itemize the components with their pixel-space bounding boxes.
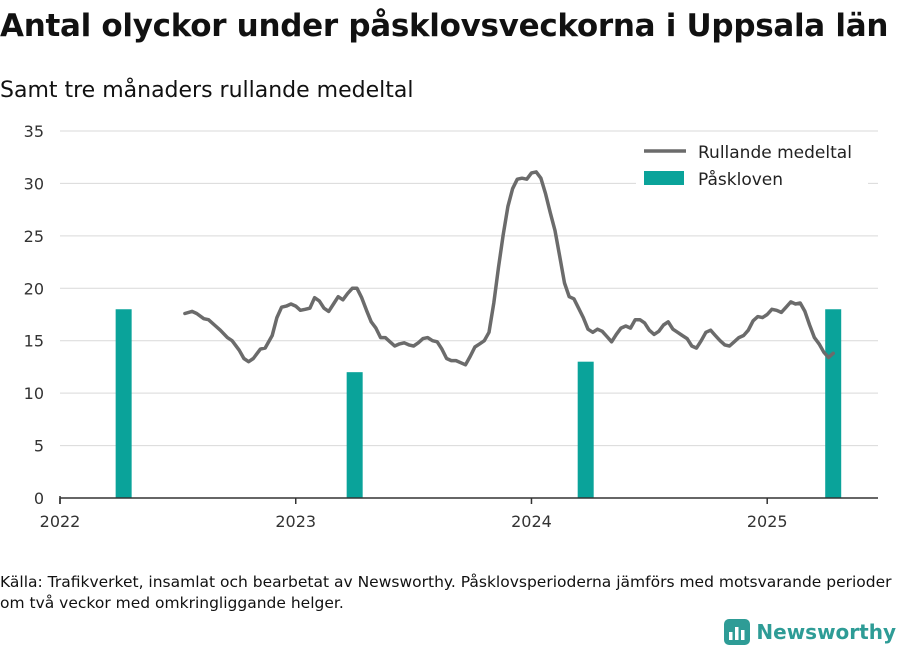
chart-subtitle: Samt tre månaders rullande medeltal bbox=[0, 78, 414, 103]
y-tick-label: 20 bbox=[24, 279, 44, 298]
x-tick-label: 2024 bbox=[511, 512, 552, 531]
bar-series bbox=[115, 309, 842, 498]
legend-bar-swatch bbox=[644, 171, 684, 185]
x-tick-label: 2022 bbox=[40, 512, 81, 531]
y-tick-label: 30 bbox=[24, 174, 44, 193]
x-tick-label: 2023 bbox=[275, 512, 316, 531]
x-tick-label: 2025 bbox=[747, 512, 788, 531]
source-note: Källa: Trafikverket, insamlat och bearbe… bbox=[0, 573, 892, 612]
y-tick-label: 35 bbox=[24, 122, 44, 141]
bar bbox=[577, 361, 594, 498]
y-tick-label: 0 bbox=[34, 489, 44, 508]
legend: Rullande medeltal Påskloven bbox=[636, 140, 868, 192]
y-tick-label: 5 bbox=[34, 437, 44, 456]
legend-label-rolling: Rullande medeltal bbox=[698, 143, 852, 163]
y-tick-label: 15 bbox=[24, 332, 44, 351]
brand-logo[interactable]: Newsworthy bbox=[724, 619, 896, 645]
y-axis-ticks: 0 5 10 15 20 25 30 35 bbox=[24, 122, 44, 508]
bar bbox=[115, 309, 132, 498]
legend-label-easter: Påskloven bbox=[698, 169, 783, 190]
chart-title: Antal olyckor under påsklovsveckorna i U… bbox=[0, 8, 889, 44]
y-tick-label: 25 bbox=[24, 227, 44, 246]
brand-name: Newsworthy bbox=[756, 620, 896, 644]
x-axis: 2022 2023 2024 2025 bbox=[40, 496, 878, 531]
newsworthy-chart-logo-icon bbox=[724, 619, 751, 645]
bar bbox=[346, 372, 363, 498]
rolling-average-line bbox=[183, 170, 835, 367]
bar bbox=[825, 309, 842, 498]
line-series bbox=[183, 170, 835, 367]
y-tick-label: 10 bbox=[24, 384, 44, 403]
